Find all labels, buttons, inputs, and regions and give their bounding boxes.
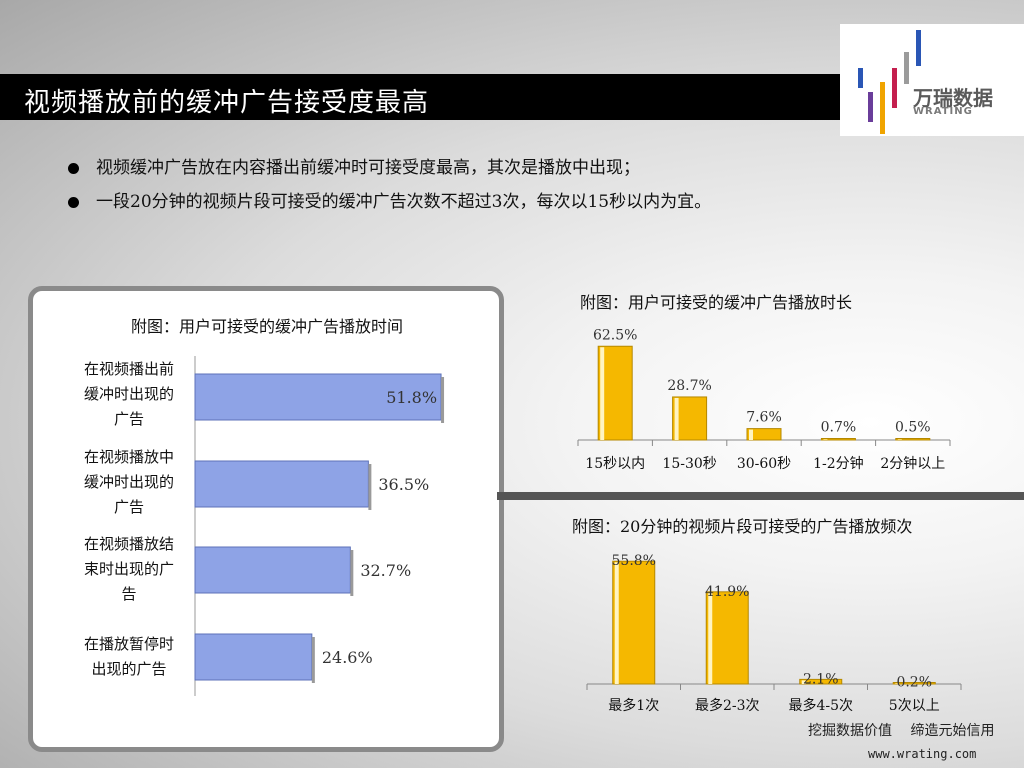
- data-label: 28.7%: [667, 378, 711, 394]
- category-label-line: 告: [121, 585, 137, 603]
- data-label: 7.6%: [746, 410, 782, 426]
- wrating-logo: 万瑞数据 WRATING: [840, 24, 1024, 136]
- category-label-line: 出现的广告: [91, 660, 167, 678]
- bar-highlight: [614, 562, 619, 684]
- title-bar: 视频播放前的缓冲广告接受度最高: [0, 74, 840, 120]
- category-label: 15秒以内: [585, 456, 645, 472]
- bullet-dot-icon: [68, 197, 79, 208]
- category-label-line: 广告: [113, 498, 144, 516]
- section-divider: [497, 492, 1024, 500]
- bar-shadow: [441, 377, 445, 423]
- slide-title: 视频播放前的缓冲广告接受度最高: [24, 88, 430, 118]
- bar-highlight: [895, 683, 900, 684]
- bullet-dot-icon: [68, 163, 79, 174]
- bar-shadow: [350, 550, 354, 596]
- category-label: 2分钟以上: [880, 455, 945, 472]
- bar: [799, 678, 843, 685]
- data-label: 0.7%: [821, 420, 857, 436]
- hbar-chart-svg: 51.8% 36.5% 32.7% 24.6%: [194, 356, 445, 696]
- bullet-item: 一段20分钟的视频片段可接受的缓冲广告次数不超过3次，每次以15秒以内为宜。: [68, 188, 711, 222]
- bar-highlight: [749, 429, 753, 440]
- category-label-line: 缓冲时出现的: [83, 385, 174, 403]
- logo-bar-orange: [880, 82, 885, 134]
- category-label: 在视频播放结 束时出现的广 告: [71, 532, 187, 607]
- data-label: 36.5%: [378, 475, 429, 494]
- data-label: 41.9%: [705, 584, 749, 600]
- bar-highlight: [600, 347, 605, 440]
- category-label-line: 在视频播放中: [83, 448, 174, 466]
- bar: [194, 460, 369, 508]
- bar-highlight: [897, 439, 902, 440]
- data-label: 62.5%: [593, 327, 637, 343]
- logo-bar-blue-small: [858, 68, 863, 88]
- category-label: 最多1次: [608, 697, 659, 714]
- category-label: 1-2分钟: [813, 455, 864, 472]
- bullet-item: 视频缓冲广告放在内容播出前缓冲时可接受度最高，其次是播放中出现；: [68, 154, 711, 188]
- bar-highlight: [823, 439, 828, 440]
- data-label: 51.8%: [386, 388, 437, 407]
- category-label-line: 广告: [113, 410, 144, 428]
- data-label: 0.2%: [896, 675, 932, 691]
- bar-highlight: [801, 680, 806, 684]
- logo-text-en: WRATING: [913, 106, 973, 117]
- bar: [892, 682, 936, 685]
- bar: [194, 633, 313, 681]
- chart-title-frequency: 附图：20分钟的视频片段可接受的广告播放频次: [572, 517, 913, 536]
- category-label-line: 束时出现的广: [83, 560, 174, 578]
- logo-bar-gray: [904, 52, 909, 84]
- data-label: 32.7%: [360, 561, 411, 580]
- logo-bar-red: [892, 68, 897, 108]
- chart-title-playback-time: 附图：用户可接受的缓冲广告播放时间: [131, 317, 404, 336]
- bar: [895, 438, 931, 441]
- category-label: 30-60秒: [737, 456, 791, 472]
- bullet-list: 视频缓冲广告放在内容播出前缓冲时可接受度最高，其次是播放中出现； 一段20分钟的…: [68, 154, 711, 222]
- bar-shadow: [311, 637, 315, 683]
- bullet-text: 视频缓冲广告放在内容播出前缓冲时可接受度最高，其次是播放中出现；: [96, 158, 640, 178]
- bar-highlight: [674, 397, 679, 440]
- logo-bar-blue: [916, 30, 921, 66]
- bar-highlight: [708, 592, 713, 684]
- bar: [194, 546, 351, 594]
- category-label: 15-30秒: [662, 456, 716, 472]
- footer-slogan: 挖掘数据价值 缔造元始信用: [808, 723, 995, 739]
- category-label: 在播放暂停时 出现的广告: [71, 632, 187, 682]
- data-label: 24.6%: [322, 648, 373, 667]
- logo-text-cn: 万瑞数据: [913, 86, 993, 110]
- duration-chart-svg: 62.5% 15秒以内 28.7% 15-30秒 7.6% 30-60秒 0.7% 1-2分钟…: [577, 327, 951, 472]
- bar: [746, 428, 782, 441]
- category-label: 最多2-3次: [695, 697, 760, 714]
- bar: [705, 591, 749, 685]
- frequency-chart-svg: 55.8% 最多1次 41.9% 最多2-3次 2.1% 最多4-5次 0.2% 5次以上: [586, 553, 962, 714]
- category-label-line: 在播放暂停时: [83, 635, 174, 653]
- data-label: 0.5%: [895, 420, 931, 436]
- data-label: 55.8%: [612, 553, 656, 569]
- category-label: 在视频播放中 缓冲时出现的 广告: [71, 445, 187, 520]
- category-label: 5次以上: [889, 698, 940, 714]
- chart-title-duration: 附图：用户可接受的缓冲广告播放时长: [580, 293, 853, 312]
- bar: [194, 373, 442, 421]
- chart-panel-playback-time: 附图：用户可接受的缓冲广告播放时间 在视频播出前 缓冲时出现的 广告 在视频播放…: [28, 286, 504, 752]
- bar: [820, 438, 856, 441]
- category-label-line: 在视频播出前: [83, 360, 174, 378]
- category-label-line: 在视频播放结: [83, 535, 174, 553]
- data-label: 2.1%: [803, 671, 839, 687]
- category-label: 最多4-5次: [788, 697, 853, 714]
- footer-url: www.wrating.com: [868, 747, 977, 761]
- bullet-text: 一段20分钟的视频片段可接受的缓冲广告次数不超过3次，每次以15秒以内为宜。: [96, 192, 712, 212]
- category-label-line: 缓冲时出现的: [83, 473, 174, 491]
- bar: [612, 560, 656, 685]
- category-label: 在视频播出前 缓冲时出现的 广告: [71, 357, 187, 432]
- bar-shadow: [368, 464, 372, 510]
- logo-bar-purple: [868, 92, 873, 122]
